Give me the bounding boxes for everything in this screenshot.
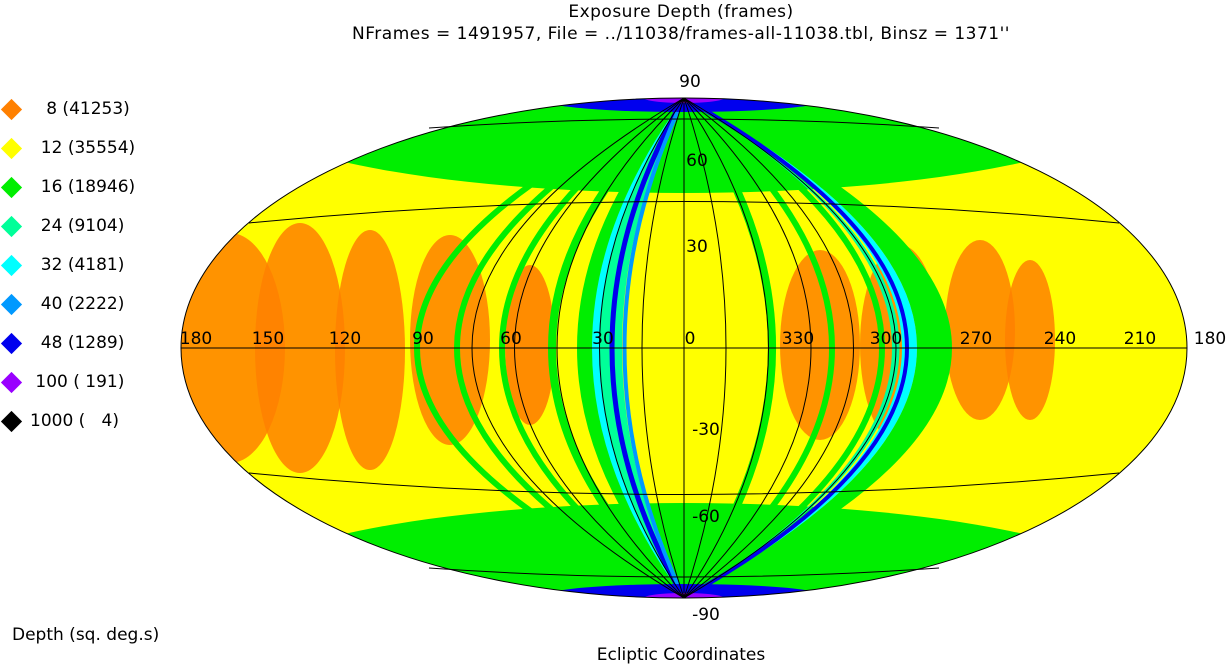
legend-item: 16 (18946) [0, 176, 175, 202]
legend-label: 24 (9104) [30, 216, 125, 236]
longitude-label: 90 [412, 329, 434, 349]
longitude-label: 60 [500, 329, 522, 349]
latitude-label: 30 [686, 237, 708, 257]
legend-label: 8 (41253) [30, 99, 130, 119]
latitude-label: -60 [692, 507, 720, 527]
legend-item: 1000 ( 4) [0, 410, 175, 436]
legend-item: 8 (41253) [0, 98, 175, 124]
latitude-label: -90 [692, 605, 720, 625]
legend-label: 16 (18946) [30, 177, 136, 197]
latitude-label: 60 [686, 151, 708, 171]
legend-item: 24 (9104) [0, 215, 175, 241]
latitude-label: -30 [692, 420, 720, 440]
latitude-labels: 90 60 30 -30 -60 -90 [679, 72, 720, 625]
legend-item: 40 (2222) [0, 293, 175, 319]
legend-item: 48 (1289) [0, 332, 175, 358]
longitude-label: 0 [685, 329, 696, 349]
plot-title: Exposure Depth (frames) [568, 2, 794, 22]
legend-label: 48 (1289) [30, 333, 125, 353]
plot-subtitle: NFrames = 1491957, File = ../11038/frame… [352, 24, 1010, 44]
longitude-label: 150 [252, 329, 284, 349]
longitude-label: 30 [592, 329, 614, 349]
longitude-labels: 180 150 120 90 60 30 0 330 300 270 240 210 180 [180, 329, 1226, 349]
longitude-label: 210 [1124, 329, 1156, 349]
coordinate-system-label: Ecliptic Coordinates [596, 645, 766, 665]
legend-label: 32 (4181) [30, 255, 125, 275]
legend-label: 12 (35554) [30, 138, 136, 158]
longitude-label: 240 [1044, 329, 1076, 349]
longitude-label: 180 [180, 329, 212, 349]
longitude-label: 300 [870, 329, 902, 349]
legend-label: 1000 ( 4) [30, 411, 119, 431]
legend-label: 100 ( 191) [30, 372, 125, 392]
longitude-label: 330 [782, 329, 814, 349]
longitude-label: 180 [1194, 329, 1226, 349]
legend-item: 12 (35554) [0, 137, 175, 163]
legend-item: 32 (4181) [0, 254, 175, 280]
longitude-label: 270 [960, 329, 992, 349]
graticule [180, 97, 1188, 599]
longitude-label: 120 [329, 329, 361, 349]
legend-item: 100 ( 191) [0, 371, 175, 397]
depth-units-label: Depth (sq. deg.s) [12, 625, 160, 645]
latitude-label: 90 [679, 72, 701, 92]
legend-label: 40 (2222) [30, 294, 125, 314]
